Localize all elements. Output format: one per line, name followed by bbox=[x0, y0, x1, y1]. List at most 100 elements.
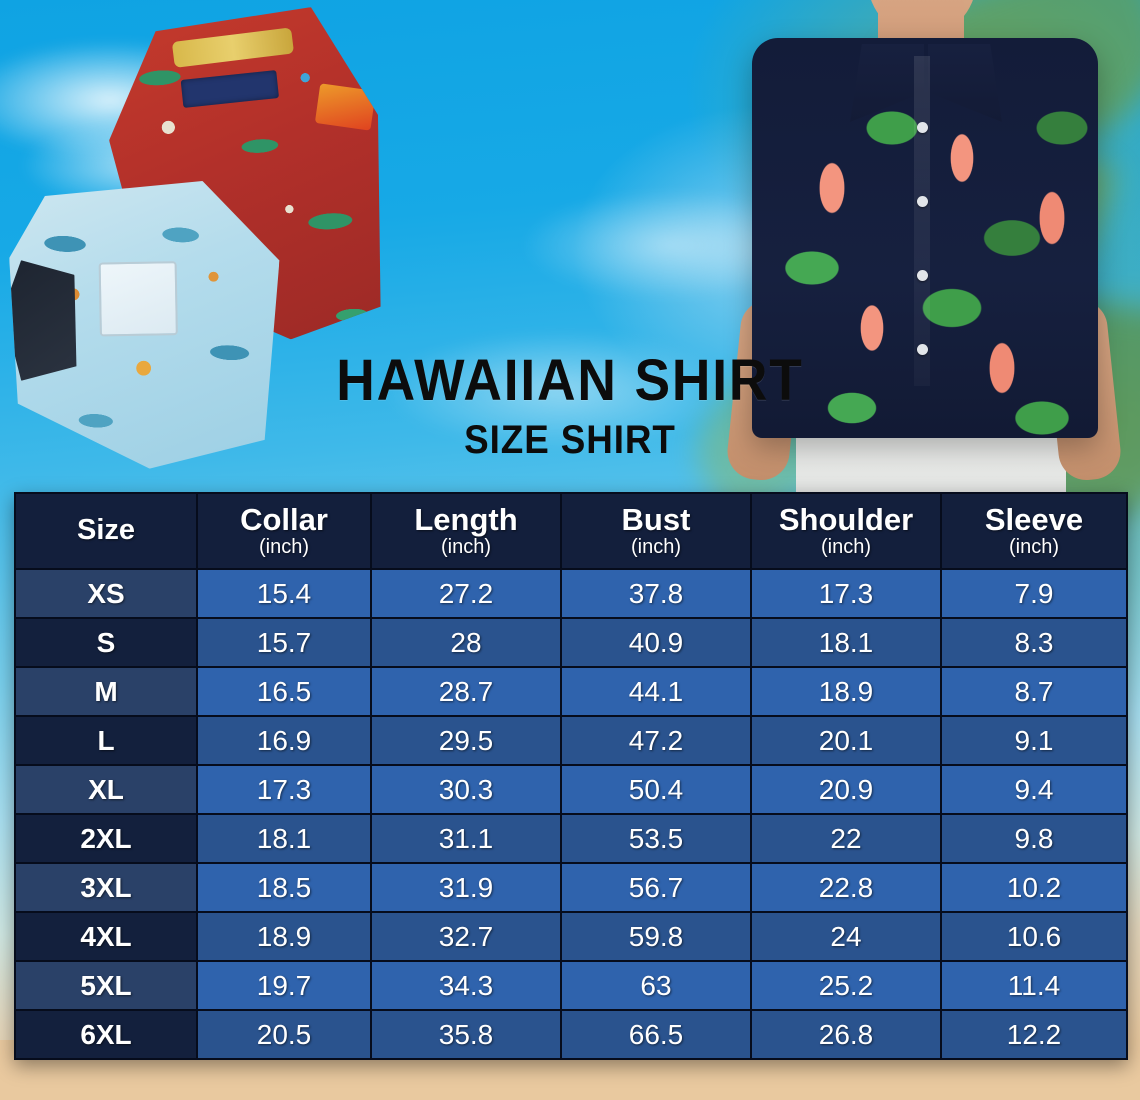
cell-length: 28 bbox=[370, 617, 562, 668]
cell-size: 2XL bbox=[14, 813, 198, 864]
table-row: L 16.9 29.5 47.2 20.1 9.1 bbox=[14, 715, 1128, 766]
cell-collar: 18.5 bbox=[196, 862, 372, 913]
cell-sleeve: 10.2 bbox=[940, 862, 1128, 913]
shirt-button bbox=[917, 122, 928, 133]
cell-bust: 53.5 bbox=[560, 813, 752, 864]
cell-bust: 63 bbox=[560, 960, 752, 1011]
cell-collar: 17.3 bbox=[196, 764, 372, 815]
cell-sleeve: 7.9 bbox=[940, 568, 1128, 619]
cell-sleeve: 8.3 bbox=[940, 617, 1128, 668]
column-header-shoulder-label: Shoulder bbox=[778, 501, 914, 537]
cell-length: 27.2 bbox=[370, 568, 562, 619]
cell-size: S bbox=[14, 617, 198, 668]
cell-shoulder: 24 bbox=[750, 911, 942, 962]
cell-bust: 47.2 bbox=[560, 715, 752, 766]
cell-shoulder: 20.9 bbox=[750, 764, 942, 815]
column-header-shoulder-unit: (inch) bbox=[820, 536, 871, 559]
table-row: XL 17.3 30.3 50.4 20.9 9.4 bbox=[14, 764, 1128, 815]
column-header-sleeve: Sleeve (inch) bbox=[940, 492, 1128, 570]
shirt-button bbox=[917, 196, 928, 207]
cell-length: 31.1 bbox=[370, 813, 562, 864]
cell-sleeve: 10.6 bbox=[940, 911, 1128, 962]
cell-shoulder: 26.8 bbox=[750, 1009, 942, 1060]
cell-length: 31.9 bbox=[370, 862, 562, 913]
cell-sleeve: 8.7 bbox=[940, 666, 1128, 717]
cell-size: M bbox=[14, 666, 198, 717]
cell-collar: 15.7 bbox=[196, 617, 372, 668]
cell-bust: 37.8 bbox=[560, 568, 752, 619]
shirt-hang-tag bbox=[315, 83, 376, 130]
cell-length: 29.5 bbox=[370, 715, 562, 766]
cell-length: 34.3 bbox=[370, 960, 562, 1011]
cell-shoulder: 18.1 bbox=[750, 617, 942, 668]
cell-length: 30.3 bbox=[370, 764, 562, 815]
page-title: HAWAIIAN SHIRT SIZE SHIRT bbox=[0, 348, 1140, 462]
title-main: HAWAIIAN SHIRT bbox=[336, 348, 804, 413]
shirt-button-placket bbox=[914, 56, 930, 386]
cell-sleeve: 9.4 bbox=[940, 764, 1128, 815]
cell-bust: 44.1 bbox=[560, 666, 752, 717]
shirt-chest-pocket bbox=[99, 261, 178, 336]
cell-sleeve: 9.8 bbox=[940, 813, 1128, 864]
cell-collar: 16.9 bbox=[196, 715, 372, 766]
cell-size: 4XL bbox=[14, 911, 198, 962]
cell-shoulder: 17.3 bbox=[750, 568, 942, 619]
cell-length: 32.7 bbox=[370, 911, 562, 962]
column-header-length-unit: (inch) bbox=[440, 536, 491, 559]
table-row: 5XL 19.7 34.3 63 25.2 11.4 bbox=[14, 960, 1128, 1011]
column-header-length: Length (inch) bbox=[370, 492, 562, 570]
cell-shoulder: 18.9 bbox=[750, 666, 942, 717]
column-header-size: Size bbox=[14, 492, 198, 570]
cell-bust: 40.9 bbox=[560, 617, 752, 668]
cell-bust: 56.7 bbox=[560, 862, 752, 913]
cell-bust: 66.5 bbox=[560, 1009, 752, 1060]
cell-bust: 59.8 bbox=[560, 911, 752, 962]
table-row: M 16.5 28.7 44.1 18.9 8.7 bbox=[14, 666, 1128, 717]
table-row: 6XL 20.5 35.8 66.5 26.8 12.2 bbox=[14, 1009, 1128, 1060]
cell-collar: 18.1 bbox=[196, 813, 372, 864]
cell-collar: 15.4 bbox=[196, 568, 372, 619]
shirt-collar-band bbox=[172, 27, 294, 67]
cell-shoulder: 20.1 bbox=[750, 715, 942, 766]
column-header-bust-unit: (inch) bbox=[630, 536, 681, 559]
cell-sleeve: 11.4 bbox=[940, 960, 1128, 1011]
cell-size: XL bbox=[14, 764, 198, 815]
table-body: XS 15.4 27.2 37.8 17.3 7.9 S 15.7 28 40.9 18.1 8.3 M… bbox=[14, 568, 1128, 1060]
column-header-length-label: Length bbox=[414, 501, 518, 537]
shirt-brand-label bbox=[181, 70, 279, 108]
cell-collar: 16.5 bbox=[196, 666, 372, 717]
cell-shoulder: 22.8 bbox=[750, 862, 942, 913]
cell-size: L bbox=[14, 715, 198, 766]
cell-shoulder: 25.2 bbox=[750, 960, 942, 1011]
cell-collar: 20.5 bbox=[196, 1009, 372, 1060]
column-header-size-label: Size bbox=[76, 514, 136, 547]
cell-size: 5XL bbox=[14, 960, 198, 1011]
size-chart-table: Size Collar (inch) Length (inch) Bust (i… bbox=[14, 492, 1128, 1060]
column-header-sleeve-unit: (inch) bbox=[1008, 536, 1059, 559]
cell-size: 3XL bbox=[14, 862, 198, 913]
table-row: XS 15.4 27.2 37.8 17.3 7.9 bbox=[14, 568, 1128, 619]
navy-flamingo-shirt bbox=[752, 38, 1098, 438]
column-header-bust: Bust (inch) bbox=[560, 492, 752, 570]
cell-length: 35.8 bbox=[370, 1009, 562, 1060]
shirt-button bbox=[917, 270, 928, 281]
cell-length: 28.7 bbox=[370, 666, 562, 717]
table-row: 3XL 18.5 31.9 56.7 22.8 10.2 bbox=[14, 862, 1128, 913]
column-header-bust-label: Bust bbox=[621, 501, 691, 537]
cell-shoulder: 22 bbox=[750, 813, 942, 864]
cell-collar: 18.9 bbox=[196, 911, 372, 962]
column-header-sleeve-label: Sleeve bbox=[984, 501, 1084, 537]
title-subtitle: SIZE SHIRT bbox=[464, 418, 676, 462]
cell-size: XS bbox=[14, 568, 198, 619]
cell-sleeve: 12.2 bbox=[940, 1009, 1128, 1060]
table-row: 4XL 18.9 32.7 59.8 24 10.6 bbox=[14, 911, 1128, 962]
column-header-collar: Collar (inch) bbox=[196, 492, 372, 570]
cell-collar: 19.7 bbox=[196, 960, 372, 1011]
cell-sleeve: 9.1 bbox=[940, 715, 1128, 766]
table-row: 2XL 18.1 31.1 53.5 22 9.8 bbox=[14, 813, 1128, 864]
cell-size: 6XL bbox=[14, 1009, 198, 1060]
column-header-collar-unit: (inch) bbox=[258, 536, 309, 559]
table-header: Size Collar (inch) Length (inch) Bust (i… bbox=[14, 492, 1128, 570]
column-header-shoulder: Shoulder (inch) bbox=[750, 492, 942, 570]
shirt-button bbox=[917, 344, 928, 355]
